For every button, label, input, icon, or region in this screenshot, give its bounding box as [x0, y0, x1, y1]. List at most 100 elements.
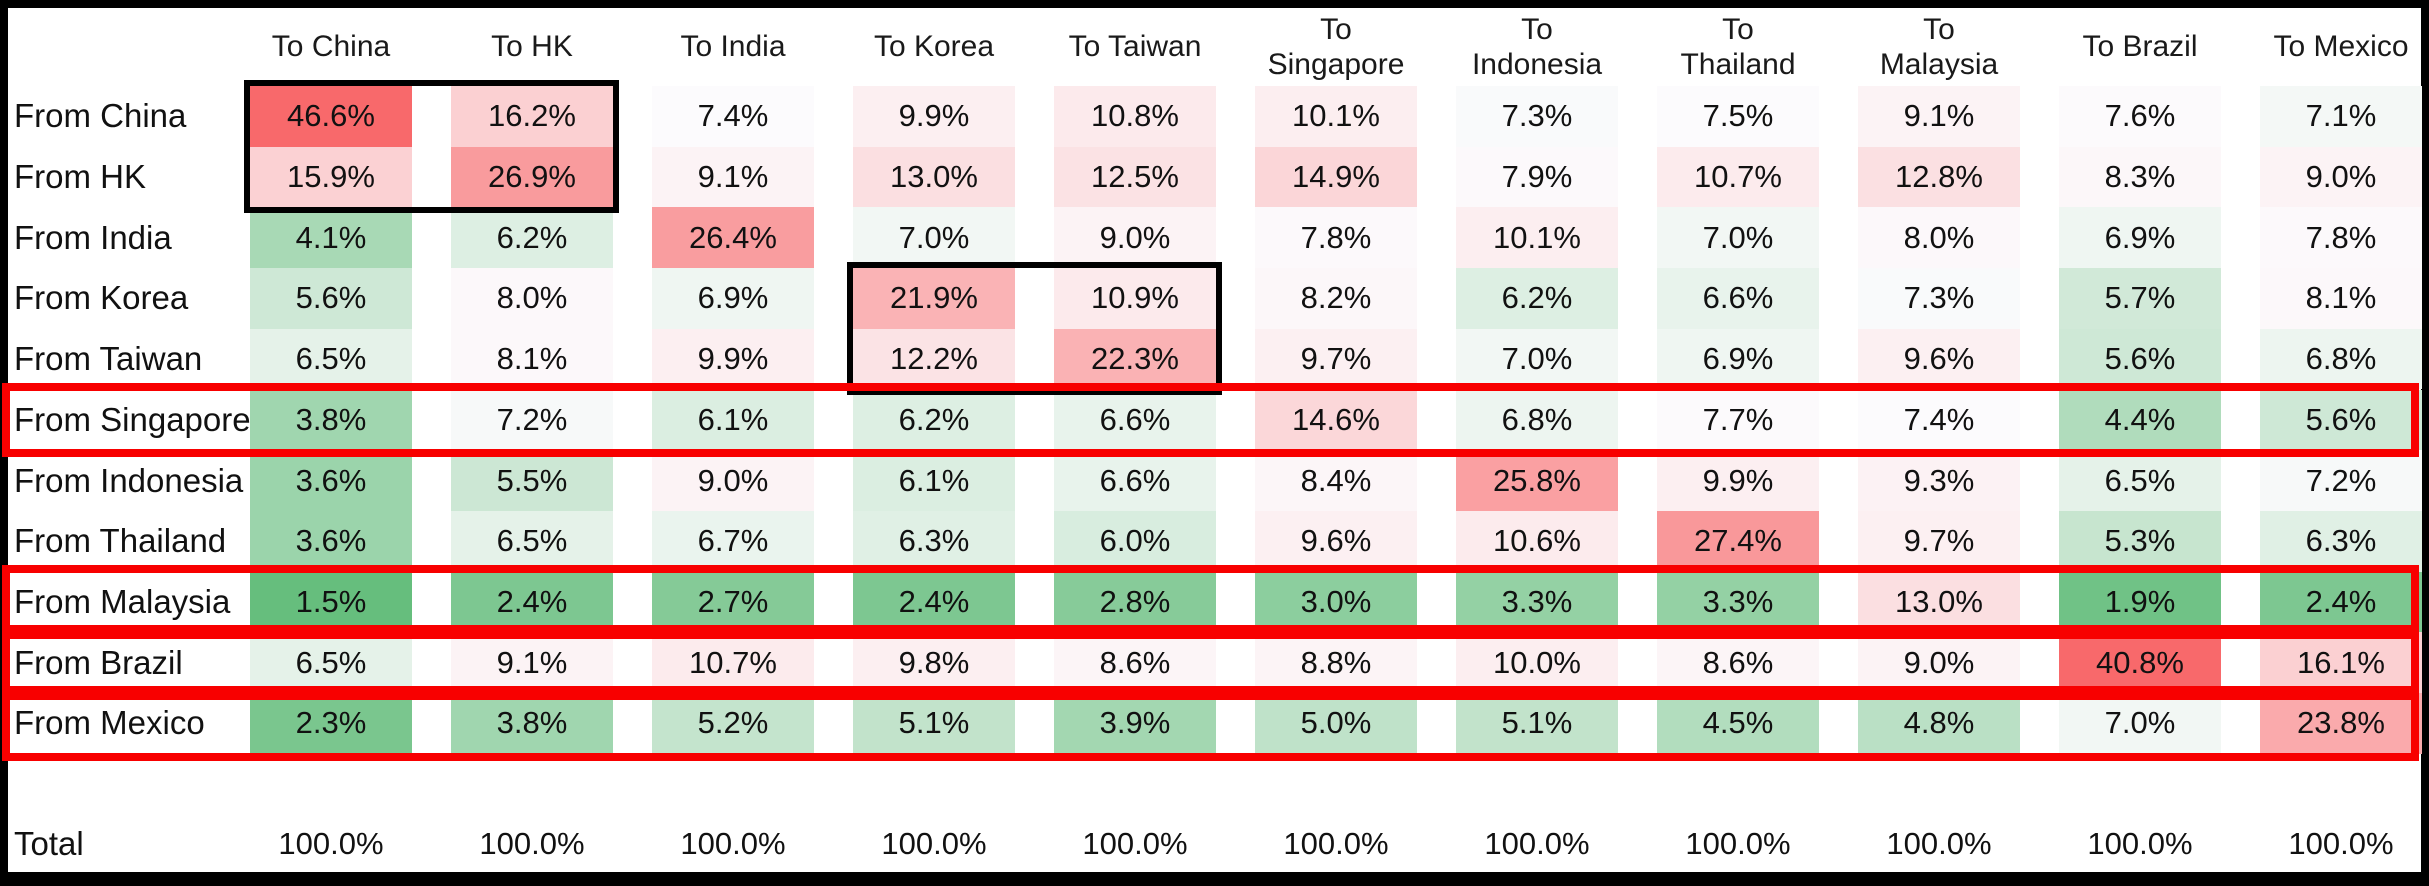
heatmap-cell: 7.3%: [1456, 86, 1618, 147]
heatmap-cell: 4.8%: [1858, 693, 2020, 754]
heatmap-cell: 14.6%: [1255, 389, 1417, 451]
heatmap-cell: 9.0%: [652, 450, 814, 511]
heatmap-cell: 22.3%: [1054, 328, 1216, 390]
heatmap-cell: 8.1%: [451, 328, 613, 390]
heatmap-cell: 8.6%: [1054, 632, 1216, 693]
heatmap-cell: 6.0%: [1054, 510, 1216, 572]
heatmap-cell: 1.5%: [250, 571, 412, 633]
heatmap-cell: 3.9%: [1054, 693, 1216, 754]
total-row-label: Total: [14, 825, 84, 862]
heatmap-cell: 7.8%: [2260, 207, 2422, 269]
total-cell: 100.0%: [1685, 826, 1791, 861]
heatmap-cell: 5.1%: [853, 693, 1015, 754]
column-header: To Korea: [873, 30, 995, 64]
heatmap-cell: 5.3%: [2059, 510, 2221, 572]
row-label: From Thailand: [14, 522, 227, 560]
heatmap-cell: 9.9%: [853, 86, 1015, 147]
heatmap-cell: 46.6%: [250, 86, 412, 147]
heatmap-cell: 6.3%: [853, 510, 1015, 572]
heatmap-cell: 10.7%: [652, 632, 814, 693]
heatmap-cell: 6.7%: [652, 510, 814, 572]
heatmap-cell: 3.6%: [250, 450, 412, 511]
heatmap-cell: 8.0%: [1858, 207, 2020, 269]
row-label: From Mexico: [14, 704, 205, 742]
heatmap-cell: 5.6%: [2059, 328, 2221, 390]
heatmap-cell: 1.9%: [2059, 571, 2221, 633]
heatmap-cell: 6.9%: [652, 268, 814, 329]
heatmap-cell: 6.8%: [1456, 389, 1618, 451]
column-header: To Singapore: [1267, 12, 1405, 81]
heatmap-cell: 12.2%: [853, 328, 1015, 390]
heatmap-cell: 16.1%: [2260, 632, 2422, 693]
heatmap-cell: 7.4%: [1858, 389, 2020, 451]
heatmap-cell: 10.1%: [1456, 207, 1618, 269]
heatmap-cell: 7.3%: [1858, 268, 2020, 329]
heatmap-cell: 4.1%: [250, 207, 412, 269]
heatmap-cell: 9.7%: [1858, 510, 2020, 572]
heatmap-cell: 9.0%: [1054, 207, 1216, 269]
heatmap-cell: 6.5%: [2059, 450, 2221, 511]
heatmap-cell: 9.1%: [1858, 86, 2020, 147]
heatmap-cell: 8.3%: [2059, 146, 2221, 208]
total-cell: 100.0%: [2288, 826, 2394, 861]
heatmap-cell: 7.0%: [1456, 328, 1618, 390]
column-header: To Indonesia: [1471, 12, 1603, 81]
column-header: To China: [271, 30, 391, 64]
heatmap-cell: 4.4%: [2059, 389, 2221, 451]
heatmap-cell: 6.6%: [1054, 450, 1216, 511]
heatmap-cell: 27.4%: [1657, 510, 1819, 572]
heatmap-cell: 6.5%: [451, 510, 613, 572]
row-label: From Taiwan: [14, 340, 203, 378]
heatmap-cell: 8.8%: [1255, 632, 1417, 693]
heatmap-cell: 2.4%: [853, 571, 1015, 633]
heatmap-cell: 16.2%: [451, 86, 613, 147]
heatmap-cell: 23.8%: [2260, 693, 2422, 754]
column-header: To HK: [491, 30, 573, 64]
heatmap-cell: 25.8%: [1456, 450, 1618, 511]
total-cell: 100.0%: [2087, 826, 2193, 861]
heatmap-cell: 6.8%: [2260, 328, 2422, 390]
heatmap-cell: 14.9%: [1255, 146, 1417, 208]
heatmap-cell: 7.2%: [2260, 450, 2422, 511]
heatmap-cell: 5.0%: [1255, 693, 1417, 754]
heatmap-cell: 7.5%: [1657, 86, 1819, 147]
heatmap-cell: 3.8%: [451, 693, 613, 754]
heatmap-cell: 7.8%: [1255, 207, 1417, 269]
heatmap-cell: 6.9%: [2059, 207, 2221, 269]
row-label: From Singapore: [14, 400, 251, 438]
row-label: From Brazil: [14, 643, 183, 681]
heatmap-cell: 13.0%: [853, 146, 1015, 208]
heatmap-cell: 3.3%: [1456, 571, 1618, 633]
column-header: To Brazil: [2082, 30, 2198, 64]
heatmap-cell: 3.0%: [1255, 571, 1417, 633]
heatmap-cell: 12.5%: [1054, 146, 1216, 208]
heatmap-cell: 8.4%: [1255, 450, 1417, 511]
heatmap-cell: 6.1%: [652, 389, 814, 451]
heatmap-cell: 5.5%: [451, 450, 613, 511]
heatmap-cell: 6.5%: [250, 328, 412, 390]
heatmap-cell: 9.1%: [652, 146, 814, 208]
row-label: From Korea: [14, 279, 189, 317]
heatmap-sheet: Total To China To HK To India To Korea To Ta…: [2, 8, 2422, 872]
heatmap-cell: 6.2%: [853, 389, 1015, 451]
heatmap-cell: 10.6%: [1456, 510, 1618, 572]
heatmap-cell: 12.8%: [1858, 146, 2020, 208]
heatmap-cell: 9.6%: [1255, 510, 1417, 572]
heatmap-cell: 2.8%: [1054, 571, 1216, 633]
heatmap-cell: 2.3%: [250, 693, 412, 754]
heatmap-cell: 5.7%: [2059, 268, 2221, 329]
heatmap-cell: 9.1%: [451, 632, 613, 693]
heatmap-cell: 6.3%: [2260, 510, 2422, 572]
heatmap-cell: 3.3%: [1657, 571, 1819, 633]
total-cell: 100.0%: [881, 826, 987, 861]
heatmap-cell: 7.2%: [451, 389, 613, 451]
row-label: From Indonesia: [14, 461, 244, 499]
heatmap-cell: 26.4%: [652, 207, 814, 269]
column-header: To India: [680, 30, 786, 64]
heatmap-cell: 9.8%: [853, 632, 1015, 693]
heatmap-cell: 9.9%: [652, 328, 814, 390]
heatmap-cell: 10.7%: [1657, 146, 1819, 208]
heatmap-cell: 6.5%: [250, 632, 412, 693]
heatmap-cell: 7.0%: [1657, 207, 1819, 269]
